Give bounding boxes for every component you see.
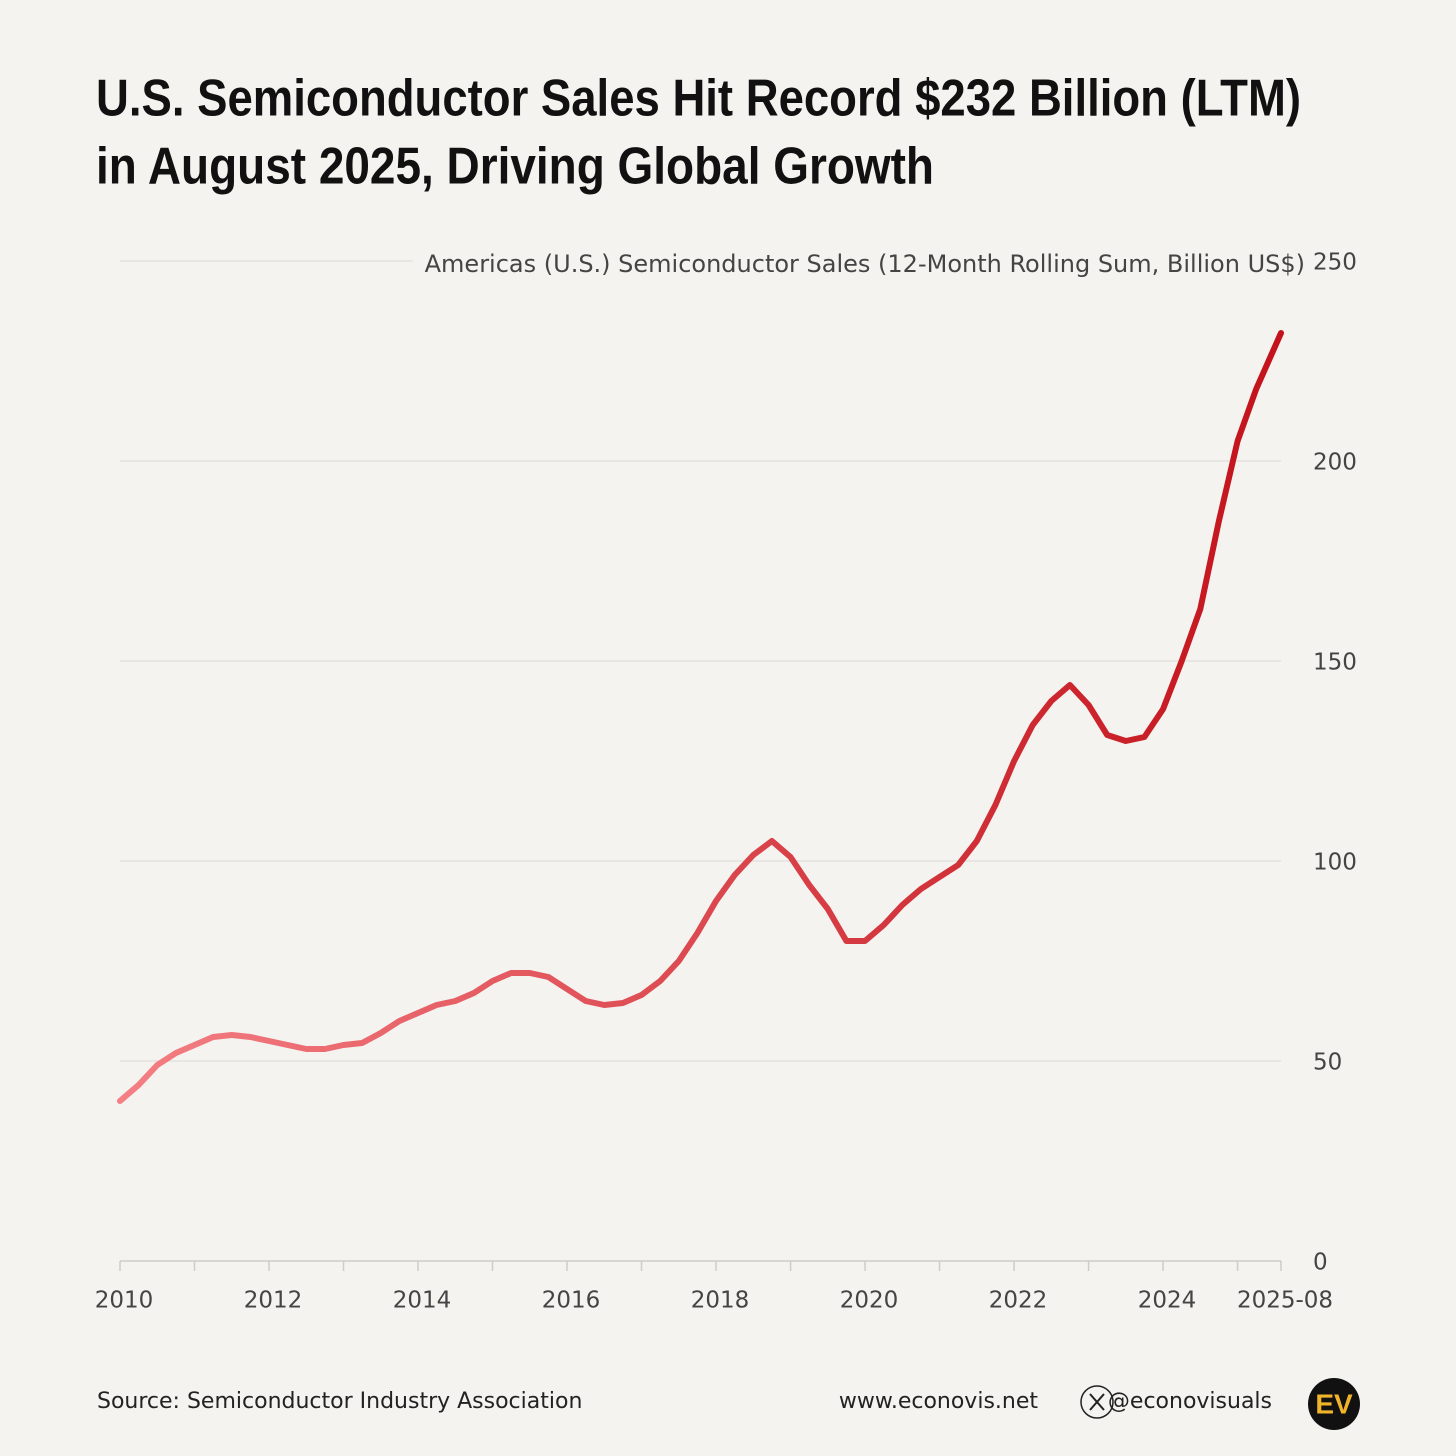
y-tick-label: 200 [1313, 450, 1357, 476]
x-tick-label: 2024 [1138, 1288, 1197, 1314]
y-axis-label: Americas (U.S.) Semiconductor Sales (12-… [425, 250, 1305, 278]
y-tick-label: 50 [1313, 1050, 1342, 1076]
chart-title: in August 2025, Driving Global Growth [96, 138, 934, 196]
x-tick-label: 2025-08 [1237, 1288, 1333, 1314]
source: Source: Semiconductor Industry Associati… [97, 1389, 582, 1414]
x-tick-label: 2016 [542, 1288, 601, 1314]
x-tick-label: 2020 [840, 1288, 899, 1314]
chart-title: U.S. Semiconductor Sales Hit Record $232… [96, 70, 1301, 128]
label-background [412, 250, 1305, 278]
x-tick-label: 2012 [244, 1288, 303, 1314]
line [117, 330, 1284, 1104]
website: www.econovis.net [839, 1389, 1039, 1414]
y-tick-label: 150 [1313, 650, 1357, 676]
x-tick-label: 2018 [691, 1288, 750, 1314]
logo-circle [1308, 1378, 1360, 1430]
handle: @econovisuals [1108, 1389, 1272, 1414]
x-tick-label: 2010 [95, 1288, 154, 1314]
logo: EV [1315, 1388, 1353, 1419]
y-tick-label: 100 [1313, 850, 1357, 876]
y-tick-label: 0 [1313, 1250, 1328, 1276]
x-icon [1080, 1385, 1114, 1419]
x-tick-label: 2022 [989, 1288, 1048, 1314]
x-icon-glyph [1089, 1393, 1105, 1411]
y-tick-label: 250 [1313, 250, 1357, 276]
x-tick-label: 2014 [393, 1288, 452, 1314]
